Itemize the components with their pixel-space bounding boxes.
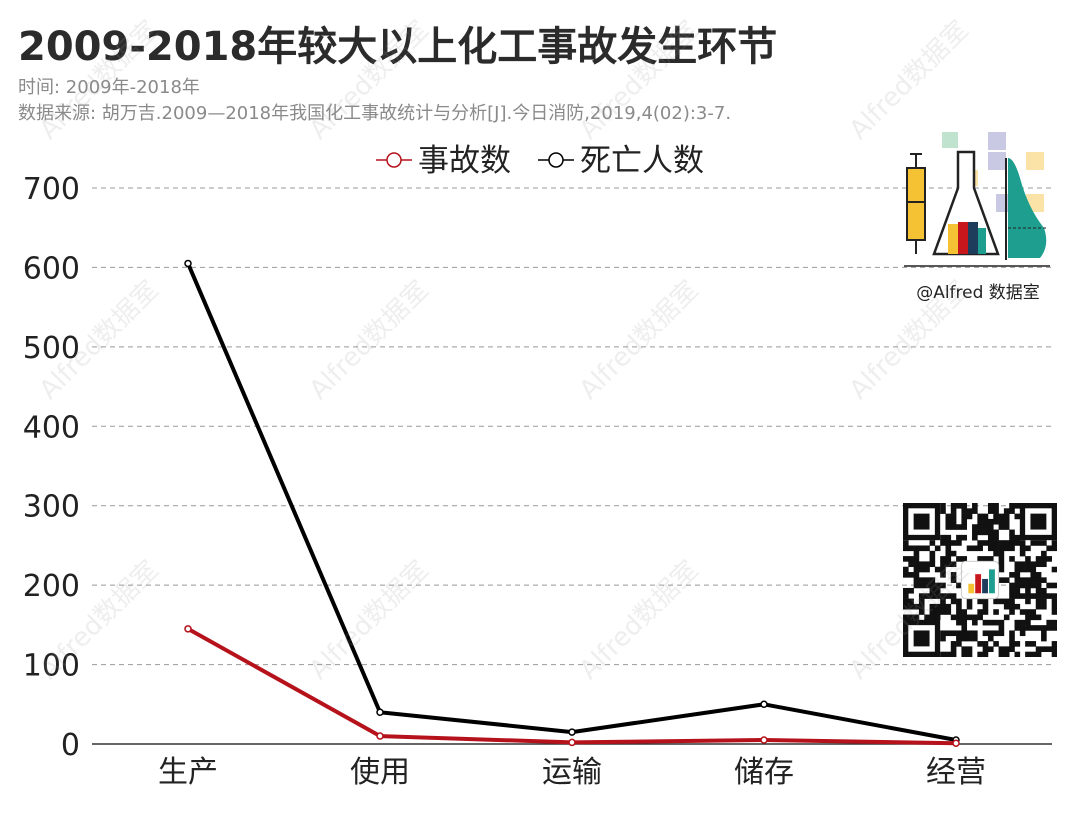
y-tick-label: 100 [23, 649, 80, 684]
legend-label: 事故数 [418, 143, 511, 179]
y-tick-label: 300 [23, 490, 80, 525]
data-point [952, 739, 960, 747]
data-source-note: 数据来源: 胡万吉.2009—2018年我国化工事故统计与分析[J].今日消防,… [18, 103, 732, 124]
data-point [184, 625, 192, 633]
data-point [760, 736, 768, 744]
x-tick-label: 运输 [542, 755, 602, 790]
data-point [376, 708, 384, 716]
chart-title: 2009-2018年较大以上化工事故发生环节 [18, 24, 778, 70]
legend: 事故数 死亡人数 [376, 143, 704, 179]
legend-label: 死亡人数 [580, 143, 704, 179]
data-point [568, 738, 576, 747]
x-tick-label: 生产 [158, 755, 218, 790]
brand-logo: @Alfred 数据室 [900, 128, 1056, 306]
data-point [184, 259, 192, 268]
y-tick-label: 500 [23, 331, 80, 366]
series-lines [184, 259, 960, 747]
data-point [568, 728, 576, 736]
y-tick-label: 700 [23, 172, 80, 207]
logo-caption: @Alfred 数据室 [916, 283, 1040, 303]
x-tick-label: 经营 [926, 755, 986, 790]
time-range-note: 时间: 2009年-2018年 [18, 77, 200, 98]
x-tick-label: 使用 [350, 755, 410, 790]
data-point [376, 732, 384, 740]
y-tick-label: 400 [23, 410, 80, 445]
data-point [760, 700, 768, 709]
flask-chart-logo-icon [904, 132, 1050, 267]
x-tick-label: 储存 [734, 755, 794, 790]
series-line [186, 262, 957, 742]
series-line [187, 627, 957, 746]
y-tick-label: 200 [23, 569, 80, 604]
y-tick-labels: 0 100 200 300 400 500 600 700 [23, 172, 80, 763]
legend-circle-marker [548, 152, 564, 168]
grid-lines [92, 187, 1052, 666]
y-tick-label: 0 [61, 728, 80, 763]
x-tick-labels: 生产 使用 运输 储存 经营 [158, 755, 986, 790]
qr-code-icon [903, 503, 1057, 657]
legend-circle-marker [386, 152, 402, 168]
y-tick-label: 600 [23, 251, 80, 286]
